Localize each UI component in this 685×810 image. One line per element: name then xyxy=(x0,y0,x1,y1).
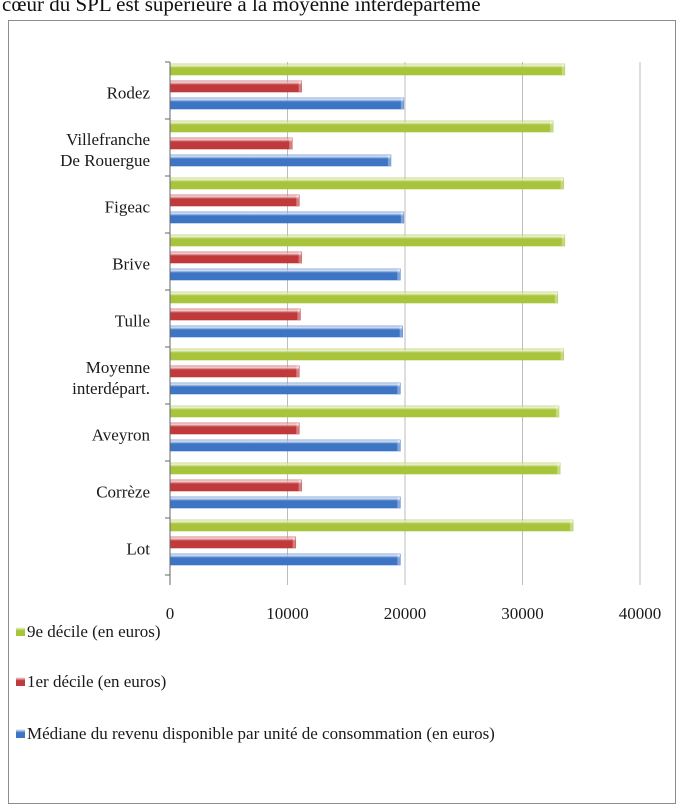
legend-swatch xyxy=(16,677,25,686)
category-label: Rodez xyxy=(107,84,151,103)
bar-cap xyxy=(296,195,300,206)
legend-item-mediane: Médiane du revenu disponible par unité d… xyxy=(16,722,646,745)
bar-mediane-3 xyxy=(169,268,401,281)
bar-mediane-6 xyxy=(169,439,401,452)
bar-cap xyxy=(289,138,293,149)
legend-swatch xyxy=(16,627,25,636)
bar-decile1-1 xyxy=(169,137,293,150)
bar-cap xyxy=(561,235,565,246)
bar-cap xyxy=(298,252,302,263)
bar-mediane-1 xyxy=(169,154,392,167)
tick-labels: 0 10000 20000 30000 40000 xyxy=(166,604,662,623)
bar-cap xyxy=(400,212,404,223)
bar-cap xyxy=(554,292,558,303)
bar-cap xyxy=(560,349,564,360)
legend-swatch xyxy=(16,729,25,738)
bar-cap xyxy=(298,480,302,491)
bar-decile1-7 xyxy=(169,479,302,492)
bar-mediane-2 xyxy=(169,211,405,224)
bar-cap xyxy=(297,309,301,320)
bar-decile9-3 xyxy=(169,234,566,247)
bar-decile9-6 xyxy=(169,405,560,418)
legend-item-decile9: 9e décile (en euros) xyxy=(16,620,646,643)
category-label: interdépart. xyxy=(72,379,150,398)
bar-decile1-4 xyxy=(169,308,301,321)
bar-cap xyxy=(298,81,302,92)
bar-cap xyxy=(560,178,564,189)
bar-cap xyxy=(400,98,404,109)
bar-cap xyxy=(292,537,296,548)
bar-cap xyxy=(397,269,401,280)
legend-label: 9e décile (en euros) xyxy=(27,622,161,641)
bar-cap xyxy=(561,64,565,75)
bar-cap xyxy=(397,554,401,565)
bar-mediane-5 xyxy=(169,382,401,395)
bar-cap xyxy=(397,440,401,451)
category-label: Moyenne xyxy=(86,358,150,377)
bar-decile9-8 xyxy=(169,519,574,532)
bar-cap xyxy=(399,326,403,337)
bar-decile1-6 xyxy=(169,422,300,435)
bar-cap xyxy=(550,121,554,132)
bar-cap xyxy=(557,463,561,474)
bar-cap xyxy=(296,366,300,377)
bar-mediane-4 xyxy=(169,325,403,338)
axes xyxy=(165,61,171,585)
bar-mediane-7 xyxy=(169,496,401,509)
legend-label: Médiane du revenu disponible par unité d… xyxy=(27,724,495,743)
bar-decile9-1 xyxy=(169,120,554,133)
bar-cap xyxy=(570,520,574,531)
bar-mediane-0 xyxy=(169,97,405,110)
header-text: cœur du SPL est supérieure à la moyenne … xyxy=(2,0,481,16)
x-tick-label: 10000 xyxy=(266,604,309,623)
category-label: Figeac xyxy=(105,198,151,217)
legend-item-decile1: 1er décile (en euros) xyxy=(16,670,646,693)
category-label: Aveyron xyxy=(92,426,151,445)
legend-label: 1er décile (en euros) xyxy=(27,672,167,691)
bar-cap xyxy=(296,423,300,434)
category-label: De Rouergue xyxy=(60,151,150,170)
bar-decile1-8 xyxy=(169,536,297,549)
bar-cap xyxy=(387,155,391,166)
bar-decile1-3 xyxy=(169,251,302,264)
bar-series xyxy=(169,63,574,566)
category-label: Villefranche xyxy=(66,130,150,149)
bar-cap xyxy=(397,383,401,394)
category-label: Corrèze xyxy=(96,483,150,502)
x-tick-label: 40000 xyxy=(619,604,662,623)
x-tick-label: 30000 xyxy=(501,604,544,623)
bar-decile9-7 xyxy=(169,462,561,475)
category-labels: Rodez Villefranche De Rouergue Figeac Brive T… xyxy=(60,84,150,559)
bar-decile1-2 xyxy=(169,194,300,207)
x-tick-label: 20000 xyxy=(384,604,427,623)
category-label: Tulle xyxy=(115,312,150,331)
bar-decile9-5 xyxy=(169,348,564,361)
category-label: Brive xyxy=(112,255,150,274)
bar-decile1-5 xyxy=(169,365,300,378)
bar-cap xyxy=(397,497,401,508)
category-label: Lot xyxy=(126,540,150,559)
bar-mediane-8 xyxy=(169,553,401,566)
bar-decile9-4 xyxy=(169,291,559,304)
x-tick-label: 0 xyxy=(166,604,175,623)
bar-decile9-0 xyxy=(169,63,566,76)
bar-decile9-2 xyxy=(169,177,564,190)
bar-decile1-0 xyxy=(169,80,302,93)
bar-cap xyxy=(555,406,559,417)
